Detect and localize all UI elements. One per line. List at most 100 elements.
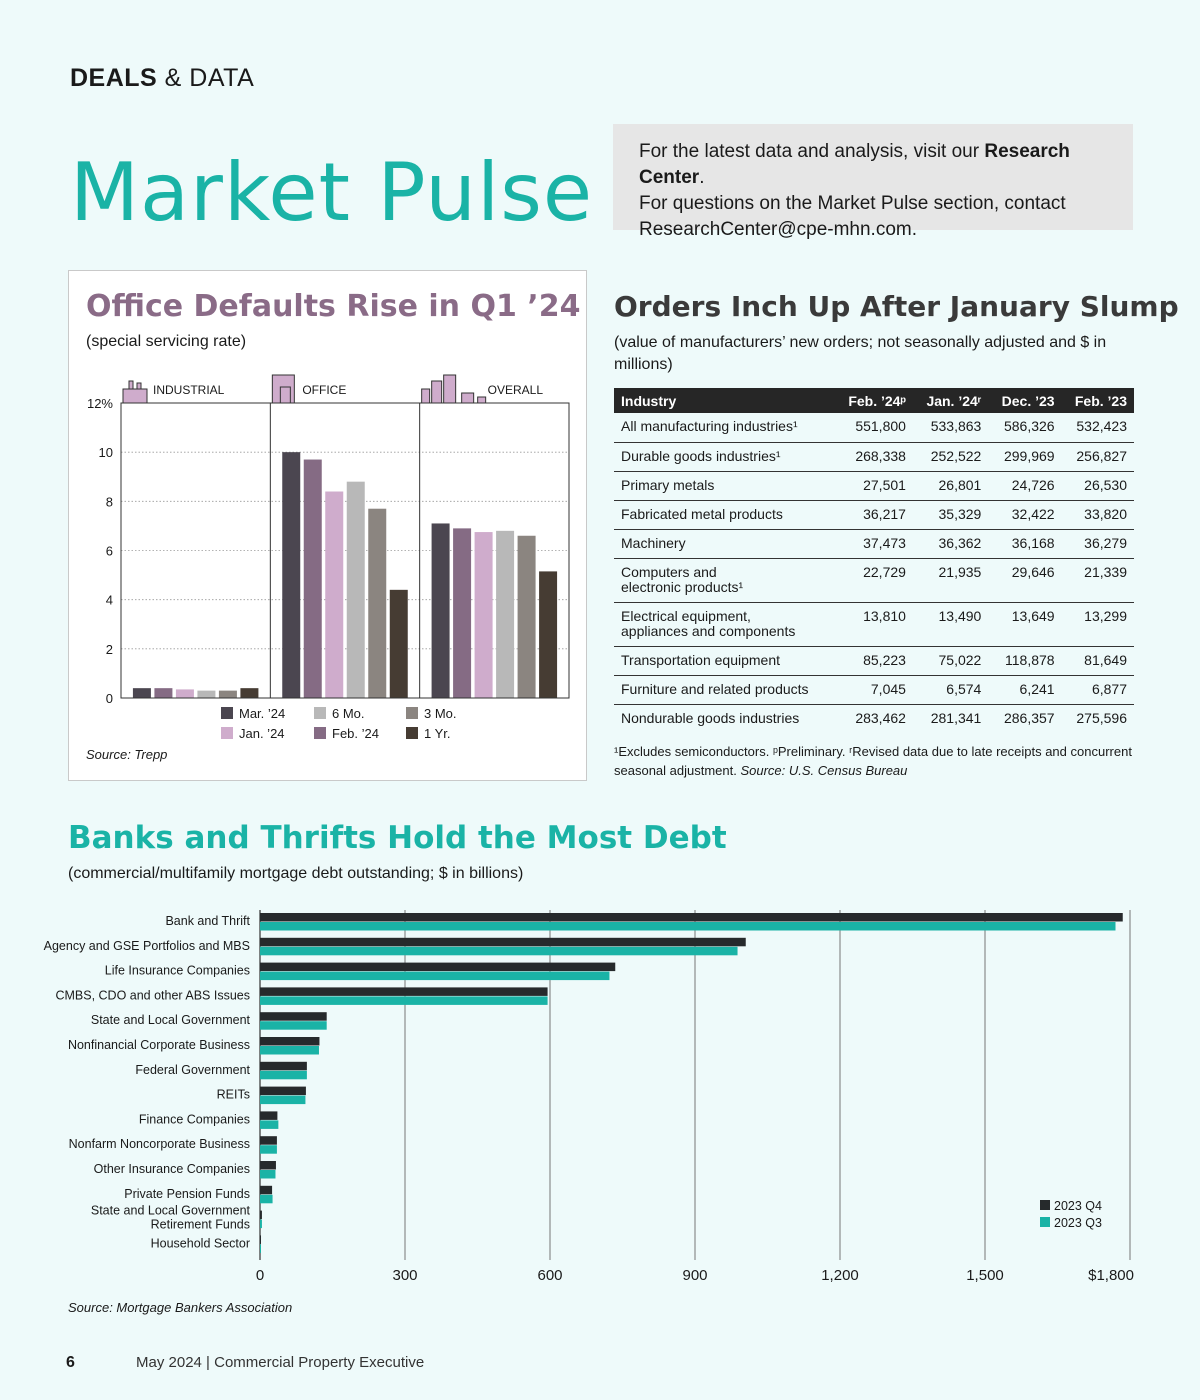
bar-row-6-series-2 — [260, 1046, 319, 1055]
y-tick-label: 10 — [99, 445, 113, 460]
bar-row-4-series-1 — [260, 987, 548, 996]
contact-email[interactable]: ResearchCenter@cpe-mhn.com. — [639, 219, 918, 240]
bar-row-5-series-1 — [260, 1012, 327, 1021]
industry-cell: Machinery — [614, 529, 835, 559]
table-row: Fabricated metal products 36,217 35,329 32,… — [614, 500, 1134, 530]
value-cell: 81,649 — [1061, 646, 1134, 676]
column-header: Feb. ’23 — [1061, 388, 1134, 413]
industry-cell: Nondurable goods industries — [621, 709, 800, 726]
legend-label: 2023 Q3 — [1054, 1216, 1102, 1230]
category-label: Nonfinancial Corporate Business — [68, 1038, 250, 1052]
value-cell: 24,726 — [988, 471, 1062, 501]
value-cell: 256,827 — [1061, 442, 1134, 472]
bar-overall-3 — [474, 532, 493, 698]
value-cell: 252,522 — [912, 442, 989, 472]
category-label: INDUSTRIAL — [153, 383, 225, 397]
y-tick-label: 6 — [106, 544, 113, 559]
category-label: Life Insurance Companies — [105, 964, 250, 978]
legend-item: Feb. ’24 — [314, 726, 379, 741]
category-label: CMBS, CDO and other ABS Issues — [55, 988, 250, 1002]
table-row: Electrical equipment, appliances and comp… — [614, 602, 1134, 647]
bar-row-5-series-2 — [260, 1021, 327, 1030]
bar-row-13-series-1 — [260, 1210, 262, 1220]
y-tick-label: 12% — [87, 396, 113, 411]
value-cell: 26,530 — [1061, 471, 1134, 501]
value-cell: 32,422 — [988, 500, 1062, 530]
value-cell: 551,800 — [834, 413, 913, 443]
bar-row-4-series-2 — [260, 996, 548, 1005]
bar-row-10-series-2 — [260, 1145, 277, 1154]
table-row: All manufacturing industries¹ 551,800 533,… — [614, 413, 1134, 443]
value-cell: 85,223 — [834, 646, 913, 676]
bar-row-12-series-1 — [260, 1185, 273, 1195]
legend-swatch — [406, 707, 418, 719]
legend-item: 2023 Q3 — [1040, 1216, 1102, 1230]
legend-swatch — [314, 707, 326, 719]
office-building-icon — [271, 374, 295, 404]
bar-row-7-series-2 — [260, 1070, 307, 1080]
value-cell: 13,299 — [1061, 602, 1134, 647]
bar-row-2-series-2 — [260, 946, 738, 956]
bar-office-3 — [325, 491, 344, 698]
value-cell: 22,729 — [834, 558, 913, 603]
legend-item: Jan. ’24 — [221, 726, 285, 741]
value-cell: 275,596 — [1076, 709, 1127, 726]
bar-overall-2 — [453, 528, 472, 698]
value-cell: 36,362 — [912, 529, 989, 559]
category-label: Nonfarm Noncorporate Business — [69, 1137, 250, 1151]
legend-label: 2023 Q4 — [1054, 1199, 1102, 1213]
value-cell: 6,241 — [988, 675, 1062, 705]
category-label: Agency and GSE Portfolios and MBS — [44, 939, 250, 953]
y-tick-label: 0 — [106, 691, 113, 706]
x-tick-label: $1,800 — [1088, 1267, 1134, 1284]
legend-swatch — [221, 707, 233, 719]
value-cell: 281,341 — [930, 709, 982, 726]
category-label: Federal Government — [135, 1063, 250, 1077]
value-cell: 13,810 — [834, 602, 913, 647]
y-tick-label: 4 — [106, 593, 113, 608]
bar-office-6 — [389, 589, 408, 698]
bar-row-11-series-2 — [260, 1170, 276, 1179]
bar-industrial-1 — [132, 688, 151, 698]
value-cell: 29,646 — [988, 558, 1062, 603]
value-cell: 26,801 — [912, 471, 989, 501]
orders-title: Orders Inch Up After January Slump — [614, 290, 1179, 323]
category-label: Household Sector — [151, 1236, 250, 1250]
industrial-building-icon — [122, 380, 148, 404]
x-tick-label: 600 — [537, 1267, 562, 1284]
legend-item: 3 Mo. — [406, 706, 457, 721]
bar-row-7-series-1 — [260, 1061, 307, 1071]
table-row: Machinery 37,473 36,362 36,168 36,279 — [614, 529, 1134, 559]
bar-row-2-series-1 — [260, 937, 746, 947]
legend-label: 3 Mo. — [424, 706, 457, 721]
x-tick-label: 300 — [392, 1267, 417, 1284]
legend-label: 1 Yr. — [424, 726, 451, 741]
category-label: REITs — [217, 1088, 250, 1102]
value-cell: 33,820 — [1061, 500, 1134, 530]
bar-industrial-6 — [240, 688, 259, 698]
category-label: OVERALL — [488, 383, 544, 397]
bar-row-11-series-1 — [260, 1161, 276, 1170]
legend-swatch — [1040, 1200, 1050, 1210]
value-cell: 21,339 — [1061, 558, 1134, 603]
research-center-link[interactable]: Research Center — [639, 141, 1070, 188]
value-cell: 268,338 — [834, 442, 913, 472]
y-tick-label: 8 — [106, 494, 113, 509]
x-tick-label: 0 — [256, 1267, 264, 1284]
bar-overall-6 — [539, 571, 558, 698]
plot-frame — [120, 402, 570, 699]
legend-item: Mar. ’24 — [221, 706, 285, 721]
bar-row-13-series-2 — [260, 1219, 262, 1229]
page-title: Market Pulse — [70, 146, 594, 239]
legend-swatch — [406, 727, 418, 739]
industry-cell: Fabricated metal products — [614, 500, 835, 530]
bar-office-2 — [303, 459, 322, 698]
y-tick-label: 2 — [106, 642, 113, 657]
industry-cell: Computers and electronic products¹ — [614, 558, 835, 603]
bar-overall-5 — [517, 535, 536, 698]
value-cell: 299,969 — [988, 442, 1062, 472]
x-tick-label: 1,500 — [966, 1267, 1004, 1284]
value-cell: 21,935 — [912, 558, 989, 603]
bar-office-5 — [368, 508, 387, 698]
industry-cell: Primary metals — [614, 471, 835, 501]
